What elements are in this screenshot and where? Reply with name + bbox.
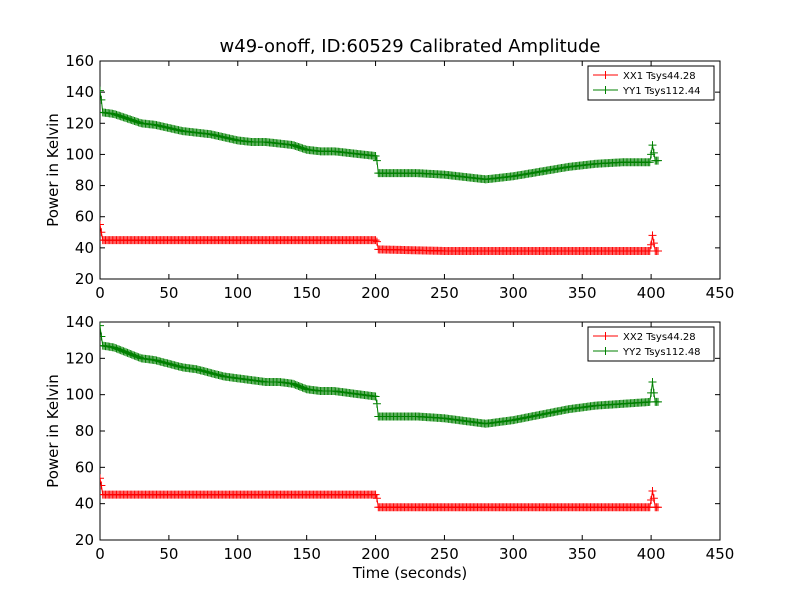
legend: XX1 Tsys44.28 YY1 Tsys112.44 (587, 65, 715, 101)
x-tick-label: 50 (159, 545, 178, 563)
y-tick-label: 60 (75, 208, 94, 226)
data-point (100, 474, 104, 483)
data-point (649, 494, 658, 503)
legend-swatch-marker (601, 332, 610, 340)
data-point (371, 236, 380, 245)
data-point (649, 388, 658, 397)
data-point (100, 86, 104, 95)
data-point (100, 481, 106, 490)
y-axis-label: Power in Kelvin (44, 113, 62, 227)
x-tick-label: 200 (361, 545, 390, 563)
x-tick-label: 100 (223, 545, 252, 563)
x-tick-label: 450 (706, 545, 735, 563)
data-point (649, 239, 658, 248)
y-tick-label: 120 (65, 114, 94, 132)
y-axis-label: Power in Kelvin (44, 374, 62, 488)
data-point (648, 377, 657, 386)
data-point (372, 156, 381, 165)
legend-box (587, 326, 715, 362)
x-tick-label: 400 (637, 284, 666, 302)
legend-label: YY2 Tsys112.48 (622, 347, 701, 358)
legend-label: YY1 Tsys112.44 (622, 86, 701, 97)
data-point (372, 399, 381, 408)
y-tick-label: 100 (65, 145, 94, 163)
x-tick-label: 100 (223, 284, 252, 302)
data-point (100, 228, 106, 237)
subplot-1: 0 50 100 150 200 250 300 350 400 450 20 40 60 80 100 12… (44, 52, 734, 302)
y-tick-label: 40 (75, 239, 94, 257)
data-point (100, 322, 104, 330)
data-point (372, 237, 381, 246)
data-point (648, 141, 657, 150)
x-tick-label: 250 (430, 545, 459, 563)
x-tick-label: 350 (568, 545, 597, 563)
legend-label: XX2 Tsys44.28 (623, 332, 696, 343)
y-tick-label: 40 (75, 495, 94, 513)
y-tick-label: 20 (75, 270, 94, 288)
legend-label: XX1 Tsys44.28 (623, 71, 696, 82)
data-point (371, 392, 380, 401)
legend-swatch-marker (601, 71, 610, 79)
x-tick-label: 150 (292, 284, 321, 302)
data-point (654, 503, 662, 512)
series-yy (100, 86, 662, 184)
chart-title: w49-onoff, ID:60529 Calibrated Amplitude (220, 36, 601, 57)
data-point (654, 156, 662, 165)
subplot-2: 0 50 100 150 200 250 300 350 400 450 20 40 60 80 100 12… (44, 313, 734, 563)
data-point (654, 246, 662, 255)
series-xx (100, 474, 662, 512)
y-tick-label: 20 (75, 531, 94, 549)
x-tick-label: 200 (361, 284, 390, 302)
data-point (372, 494, 381, 503)
data-point (648, 486, 657, 495)
data-point (649, 148, 658, 157)
y-tick-label: 160 (65, 52, 94, 70)
plot-frame (99, 60, 721, 280)
x-tick-label: 300 (499, 545, 528, 563)
series-yy (100, 322, 662, 428)
data-point (100, 220, 104, 229)
y-tick-label: 80 (75, 422, 94, 440)
x-tick-label: 350 (568, 284, 597, 302)
y-tick-label: 140 (65, 83, 94, 101)
legend-swatch-marker (601, 86, 610, 94)
data-point (654, 397, 662, 406)
data-point (100, 95, 106, 104)
data-point (648, 231, 657, 240)
x-tick-label: 150 (292, 545, 321, 563)
y-tick-label: 100 (65, 386, 94, 404)
y-tick-label: 60 (75, 458, 94, 476)
x-tick-label: 50 (159, 284, 178, 302)
x-tick-label: 0 (95, 284, 105, 302)
y-tick-label: 120 (65, 349, 94, 367)
x-axis-label: Time (seconds) (352, 564, 468, 582)
x-tick-label: 450 (706, 284, 735, 302)
series-xx (100, 220, 662, 255)
subplots: 0 50 100 150 200 250 300 350 400 4502040608010012… (44, 52, 734, 563)
legend: XX2 Tsys44.28 YY2 Tsys112.48 (587, 326, 715, 362)
y-tick-label: 140 (65, 313, 94, 331)
legend-swatch-marker (601, 347, 610, 355)
data-point (645, 158, 654, 167)
x-tick-label: 0 (95, 545, 105, 563)
data-point (371, 151, 380, 160)
y-tick-label: 80 (75, 177, 94, 195)
legend-box (587, 65, 715, 101)
x-tick-label: 250 (430, 284, 459, 302)
x-tick-label: 300 (499, 284, 528, 302)
x-tick-label: 400 (637, 545, 666, 563)
data-point (100, 332, 106, 341)
data-point (371, 490, 380, 499)
